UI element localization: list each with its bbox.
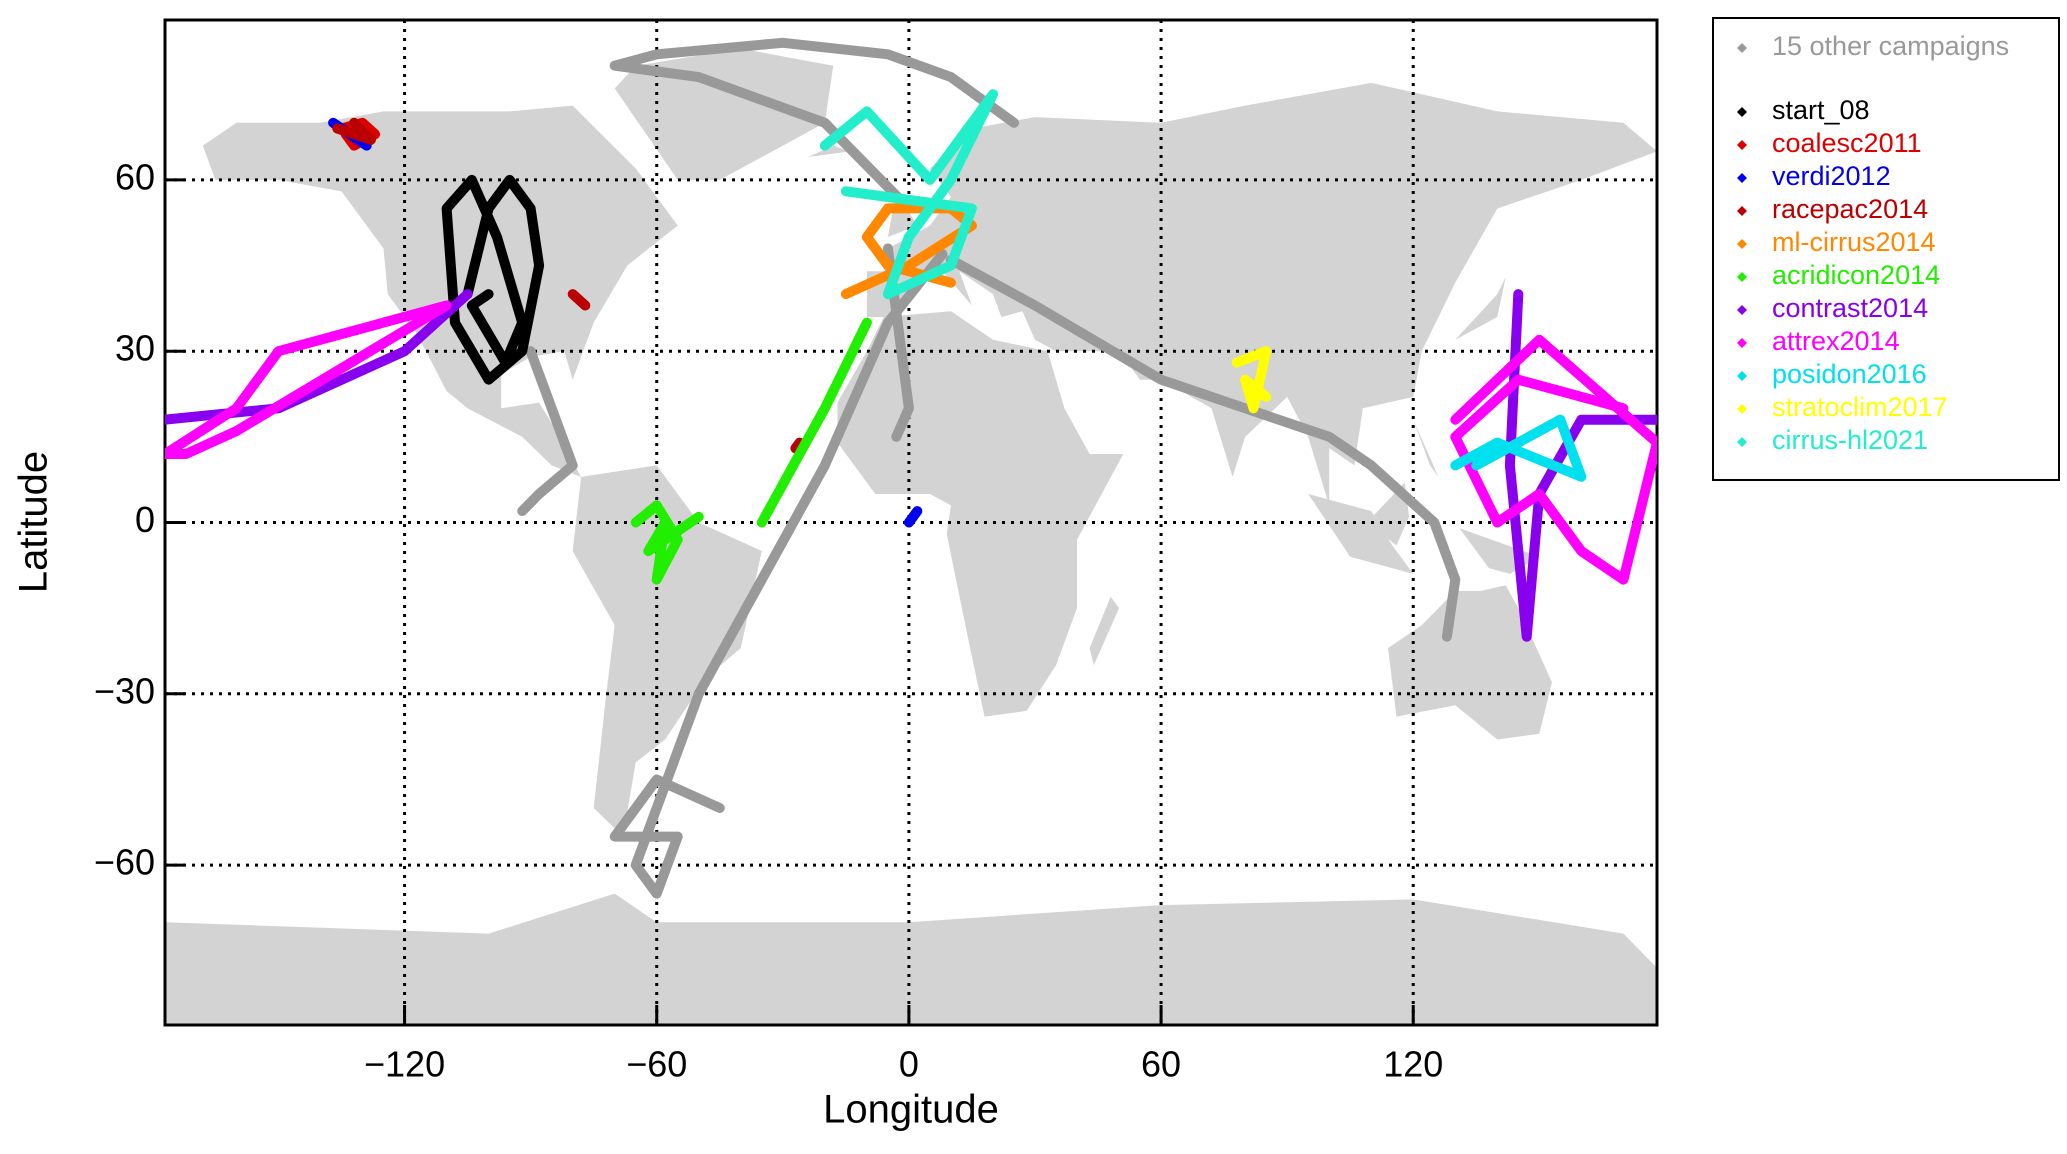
legend-label: contrast2014 bbox=[1772, 293, 1928, 323]
y-tick-label: 30 bbox=[115, 328, 155, 369]
legend-marker bbox=[1737, 371, 1747, 381]
legend-label: ml-cirrus2014 bbox=[1772, 227, 1936, 257]
y-tick-label: 0 bbox=[135, 499, 155, 540]
legend-label: verdi2012 bbox=[1772, 161, 1891, 191]
y-axis-label: Latitude bbox=[12, 451, 56, 593]
legend-marker bbox=[1737, 239, 1747, 249]
legend-label: acridicon2014 bbox=[1772, 260, 1940, 290]
land-map bbox=[165, 48, 1657, 1025]
x-tick-label: 120 bbox=[1383, 1044, 1443, 1085]
flight-track bbox=[332, 117, 805, 454]
legend-label: stratoclim2017 bbox=[1772, 392, 1948, 422]
legend-marker bbox=[1737, 173, 1747, 183]
legend-marker bbox=[1737, 272, 1747, 282]
legend-label: coalesc2011 bbox=[1772, 128, 1922, 158]
flight-track bbox=[517, 37, 1461, 899]
legend-marker bbox=[1737, 404, 1747, 414]
legend-label: racepac2014 bbox=[1772, 194, 1928, 224]
flight-track bbox=[840, 203, 977, 300]
legend-marker bbox=[1737, 107, 1747, 117]
flight-track bbox=[165, 300, 1657, 585]
flight-track bbox=[819, 89, 998, 300]
flight-track bbox=[1450, 414, 1587, 482]
x-tick-label: −120 bbox=[364, 1044, 445, 1085]
y-tick-label: −60 bbox=[94, 842, 155, 883]
legend-label: cirrus-hl2021 bbox=[1772, 425, 1928, 455]
x-tick-label: −60 bbox=[626, 1044, 687, 1085]
x-tick-label: 60 bbox=[1141, 1044, 1181, 1085]
y-tick-label: −30 bbox=[94, 670, 155, 711]
y-tick-label: 60 bbox=[115, 156, 155, 197]
legend-label: attrex2014 bbox=[1772, 326, 1900, 356]
legend-marker bbox=[1737, 140, 1747, 150]
tracks bbox=[165, 37, 1657, 899]
legend-marker bbox=[1737, 437, 1747, 447]
legend-marker bbox=[1737, 338, 1747, 348]
x-axis-label: Longitude bbox=[823, 1088, 999, 1132]
flight-track bbox=[1231, 346, 1272, 414]
legend-label: 15 other campaigns bbox=[1772, 31, 2009, 61]
legend-label: posidon2016 bbox=[1772, 359, 1927, 389]
legend-marker bbox=[1737, 43, 1747, 53]
flight-track bbox=[441, 174, 545, 385]
x-tick-label: 0 bbox=[899, 1044, 919, 1085]
legend-marker bbox=[1737, 206, 1747, 216]
legend-marker bbox=[1737, 305, 1747, 315]
legend-box bbox=[1712, 17, 2060, 481]
flight-track bbox=[630, 317, 872, 585]
legend-label: start_08 bbox=[1772, 95, 1870, 125]
